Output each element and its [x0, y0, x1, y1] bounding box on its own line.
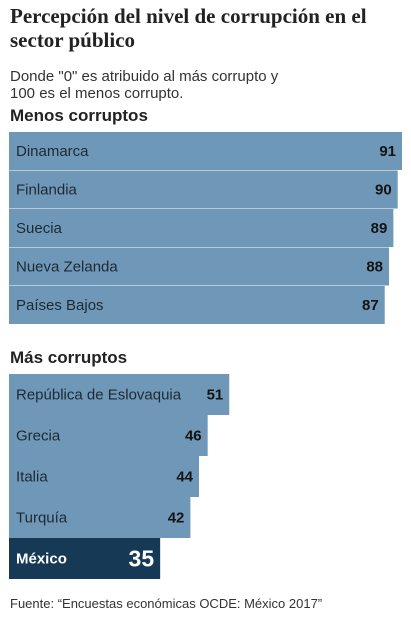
- bar-label-republica-de-eslovaquia: República de Eslovaquia: [16, 387, 182, 404]
- bar-label-italia: Italia: [16, 469, 48, 486]
- bar-value-finlandia: 90: [375, 182, 392, 199]
- bar-label-nueva-zelanda: Nueva Zelanda: [16, 259, 118, 276]
- bar-label-suecia: Suecia: [16, 220, 63, 237]
- bar-dinamarca: [9, 132, 402, 170]
- bar-value-mexico: 35: [129, 546, 155, 572]
- bar-label-dinamarca: Dinamarca: [16, 143, 89, 160]
- chart-title: Percepción del nivel de corrupción en el…: [10, 4, 367, 52]
- bar-value-nueva-zelanda: 88: [366, 259, 383, 276]
- bar-value-grecia: 46: [185, 428, 202, 445]
- bar-value-republica-de-eslovaquia: 51: [207, 387, 224, 404]
- bar-value-turquia: 42: [168, 510, 185, 527]
- bar-nueva-zelanda: [9, 247, 390, 286]
- bar-mexico: [9, 538, 161, 579]
- section-title-menos-corruptos: Menos corruptos: [10, 106, 148, 125]
- bar-grecia: [9, 415, 208, 456]
- bar-label-paises-bajos: Países Bajos: [16, 297, 104, 314]
- source-note: Fuente: “Encuestas económicas OCDE: Méxi…: [10, 596, 323, 611]
- bar-label-finlandia: Finlandia: [16, 182, 78, 199]
- bar-republica-de-eslovaquia: [9, 374, 230, 415]
- bar-label-turquia: Turquía: [16, 510, 68, 527]
- bar-label-mexico: México: [16, 551, 67, 568]
- bar-italia: [9, 456, 200, 497]
- section-title-mas-corruptos: Más corruptos: [10, 348, 128, 367]
- bar-label-grecia: Grecia: [16, 428, 61, 445]
- chart-subtitle: Donde "0" es atribuido al más corrupto y…: [10, 68, 279, 102]
- bar-value-italia: 44: [176, 469, 193, 486]
- bar-value-paises-bajos: 87: [362, 297, 379, 314]
- bar-suecia: [9, 209, 394, 247]
- bar-value-dinamarca: 91: [379, 143, 396, 160]
- bar-turquia: [9, 497, 191, 538]
- bar-finlandia: [9, 170, 398, 209]
- bar-paises-bajos: [9, 286, 385, 324]
- bar-value-suecia: 89: [371, 220, 388, 237]
